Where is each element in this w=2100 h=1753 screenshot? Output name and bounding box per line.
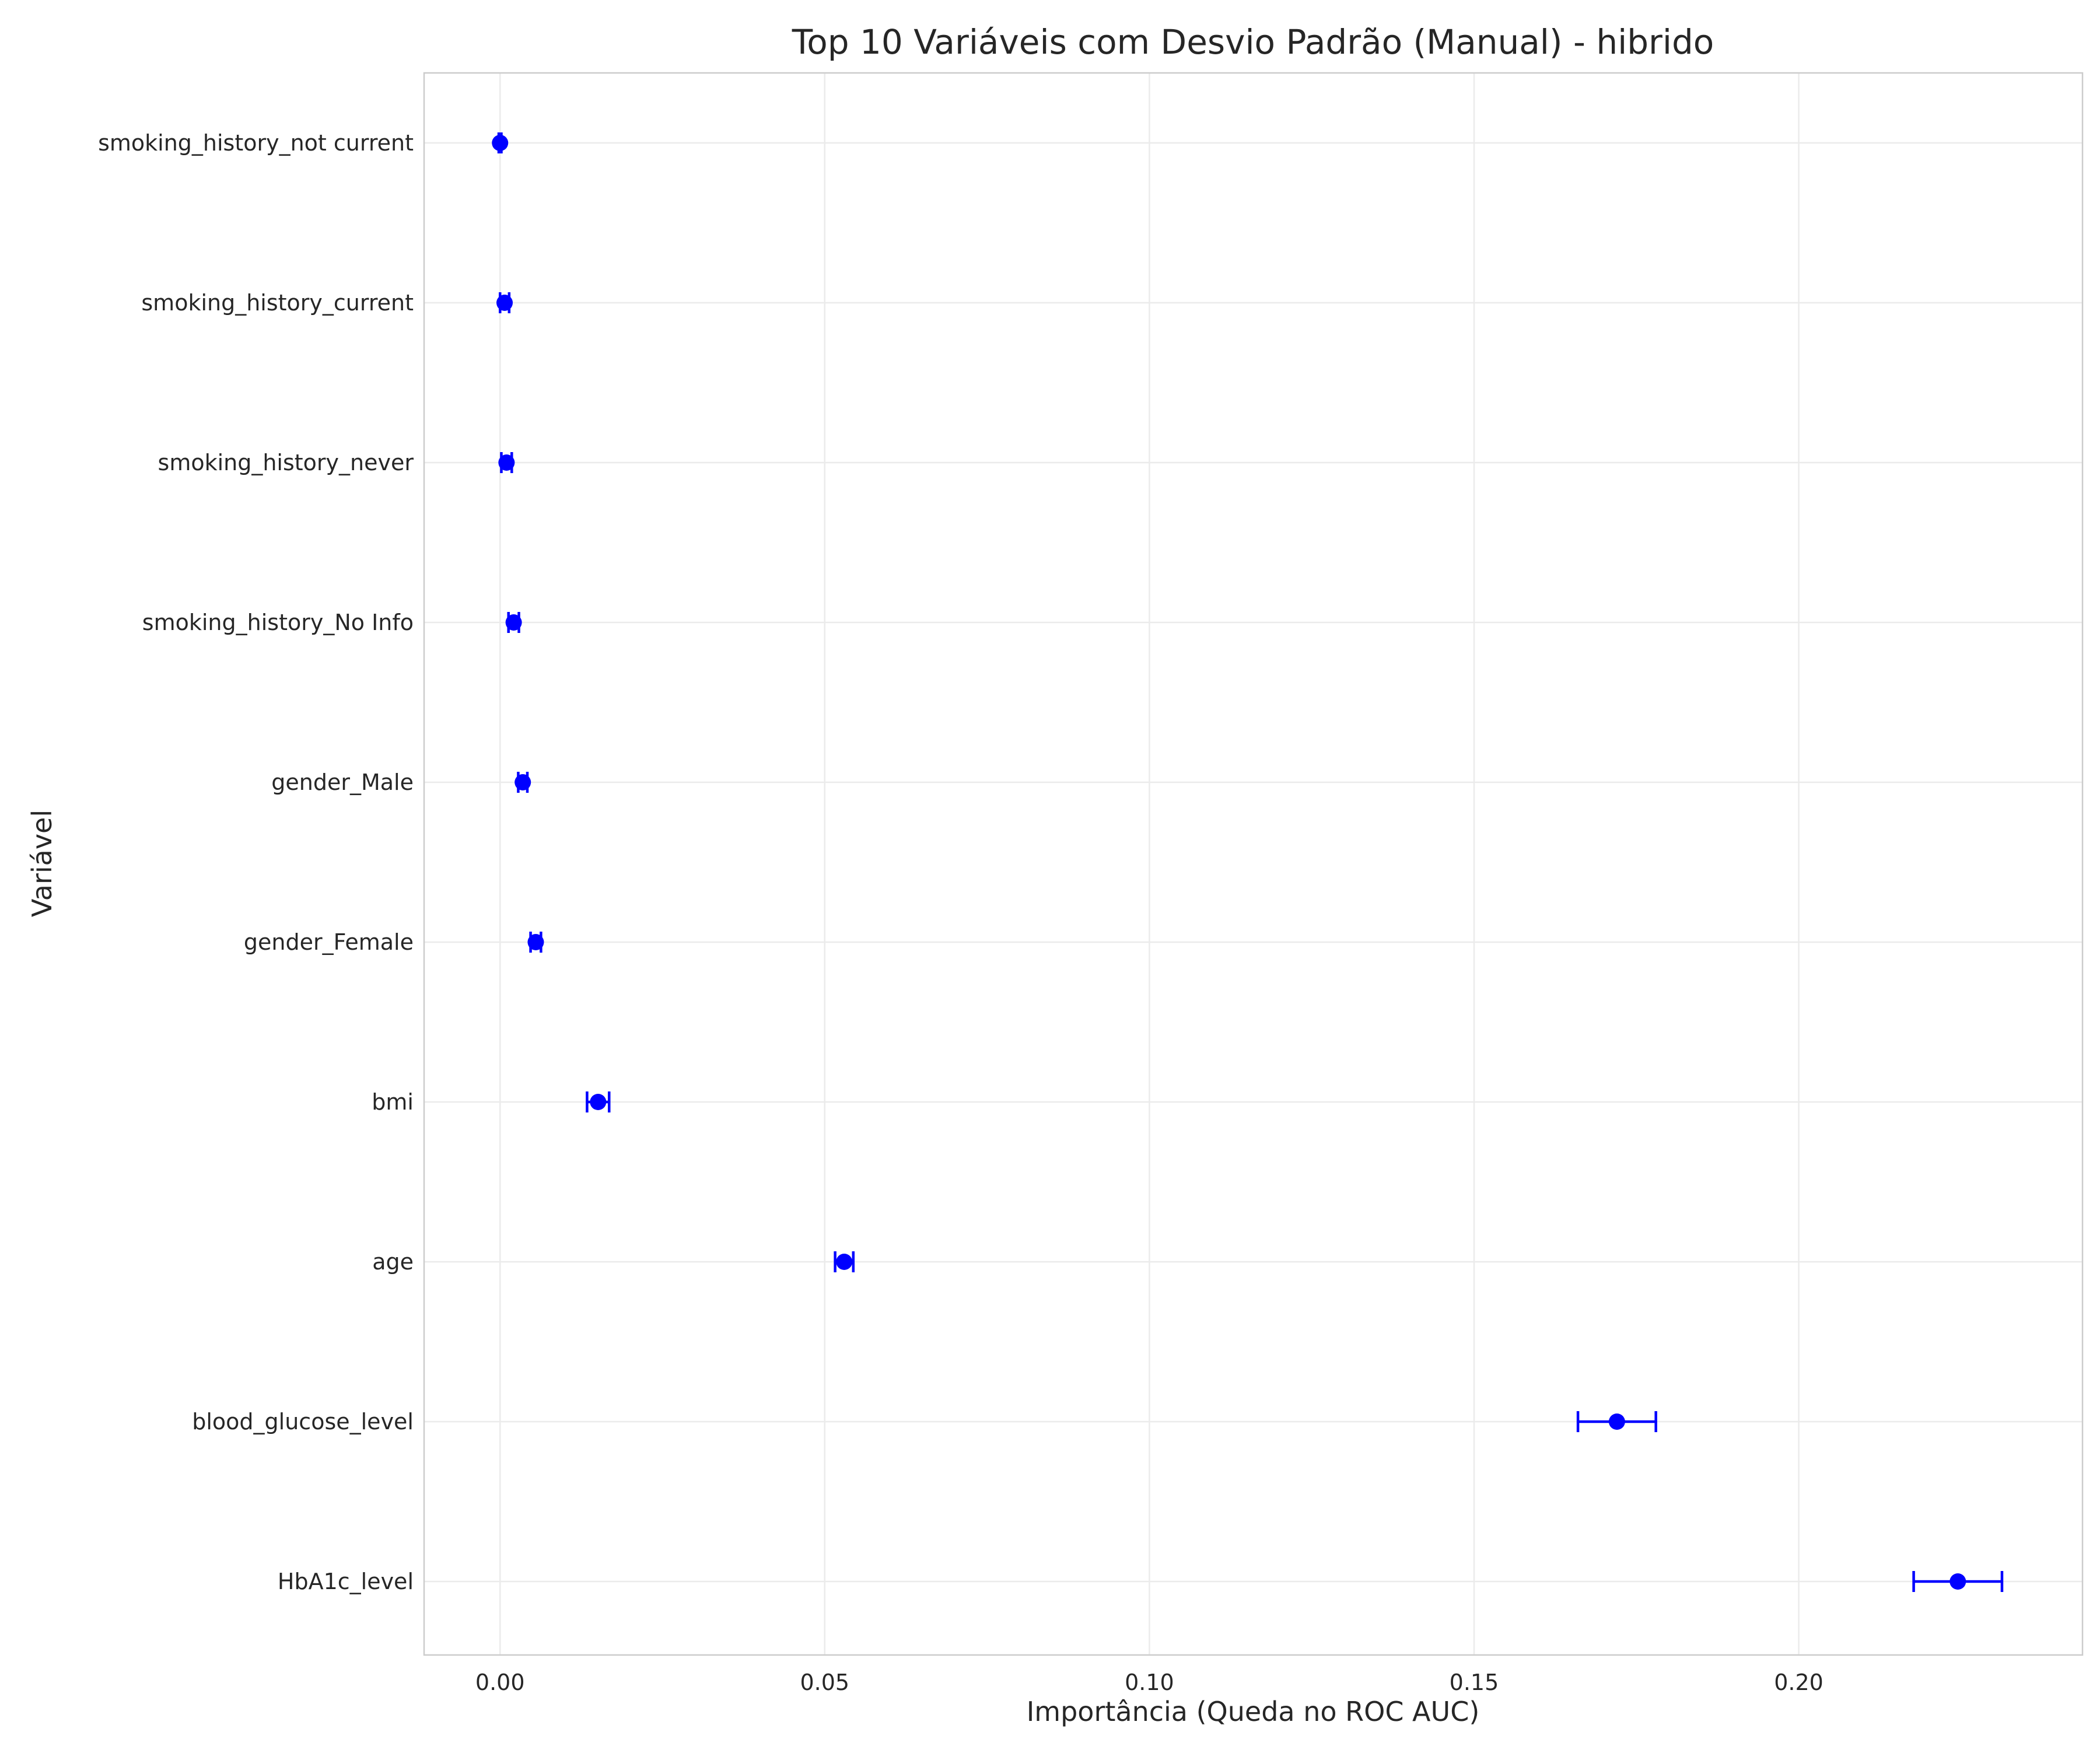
y-tick-label: blood_glucose_level (192, 1409, 414, 1434)
y-tick-label: HbA1c_level (278, 1569, 414, 1594)
data-point (590, 1094, 607, 1110)
plot-area-border (423, 72, 2084, 1656)
y-tick-label: smoking_history_not current (98, 130, 414, 156)
data-point (498, 454, 515, 471)
chart-title: Top 10 Variáveis com Desvio Padrão (Manu… (792, 22, 1714, 62)
data-point (836, 1254, 853, 1270)
x-tick-label: 0.05 (800, 1670, 850, 1695)
x-tick-labels: 0.00 0.05 0.10 0.15 0.20 (475, 1670, 1824, 1695)
grid-lines (424, 73, 2082, 1655)
x-tick-label: 0.10 (1125, 1670, 1174, 1695)
data-point (496, 295, 513, 311)
data-point (514, 774, 531, 790)
y-tick-label: gender_Female (244, 929, 414, 955)
y-tick-label: gender_Male (271, 769, 414, 795)
x-tick-label: 0.15 (1450, 1670, 1499, 1695)
y-tick-label: smoking_history_current (141, 290, 414, 316)
y-tick-labels: smoking_history_not current smoking_histo… (98, 130, 414, 1594)
y-tick-label: smoking_history_never (158, 450, 414, 475)
data-point (527, 934, 544, 950)
error-bar-marks (492, 132, 2004, 1592)
y-tick-label: bmi (372, 1089, 414, 1115)
data-point (1608, 1413, 1625, 1430)
data-point (1950, 1573, 1966, 1590)
x-axis-label: Importância (Queda no ROC AUC) (1027, 1696, 1480, 1727)
data-point (505, 614, 522, 631)
data-point (492, 135, 509, 151)
y-tick-label: smoking_history_No Info (142, 610, 414, 635)
x-tick-label: 0.20 (1774, 1670, 1824, 1695)
y-axis-label: Variável (26, 810, 58, 917)
y-tick-label: age (372, 1249, 414, 1275)
x-tick-label: 0.00 (475, 1670, 525, 1695)
